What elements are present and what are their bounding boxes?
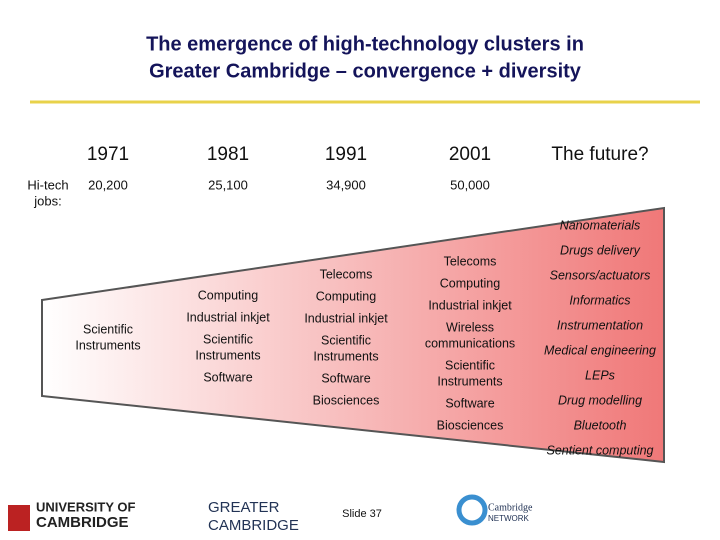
jobs-count: 34,900 [326, 177, 366, 192]
wedge [41, 206, 665, 464]
logo-text: GREATER [208, 499, 280, 516]
crest [8, 505, 30, 531]
period: The future? [551, 144, 648, 165]
period: 1991 [325, 144, 367, 165]
title-line: Greater Cambridge – convergence + divers… [149, 60, 582, 82]
jobs-label: jobs: [33, 193, 61, 208]
cluster: Scientific [445, 358, 495, 372]
cluster: Instruments [313, 349, 378, 363]
network-icon [456, 494, 488, 526]
logo-text: Cambridge [488, 502, 533, 513]
jobs-label: Hi-tech [27, 177, 68, 192]
cluster: LEPs [585, 368, 615, 382]
cluster: Medical engineering [544, 343, 656, 357]
cluster: Scientific [203, 332, 253, 346]
cluster: Instrumentation [557, 318, 643, 332]
cluster: Drugs delivery [560, 243, 641, 257]
period: 1981 [207, 144, 249, 165]
cluster: Computing [440, 276, 500, 290]
period: 1971 [87, 144, 129, 165]
cluster: Industrial inkjet [304, 311, 388, 325]
cluster: Telecoms [320, 267, 373, 281]
cluster: Software [445, 396, 494, 410]
jobs-count: 25,100 [208, 177, 248, 192]
cluster: Computing [198, 288, 258, 302]
cluster: Scientific [321, 333, 371, 347]
cluster: Nanomaterials [560, 218, 641, 232]
cluster: Biosciences [313, 393, 380, 407]
cluster: Wireless [446, 320, 494, 334]
logo-text: UNIVERSITY OF [36, 499, 136, 514]
cluster: Bluetooth [574, 418, 627, 432]
cluster: Informatics [569, 293, 630, 307]
cluster: Instruments [195, 348, 260, 362]
logo-text: CAMBRIDGE [208, 517, 299, 534]
cluster: Computing [316, 289, 376, 303]
slide-number: Slide 37 [342, 508, 382, 520]
cluster: communications [425, 336, 515, 350]
cluster: Telecoms [444, 254, 497, 268]
cluster: Scientific [83, 322, 133, 336]
logo-text: CAMBRIDGE [36, 514, 129, 531]
cluster: Industrial inkjet [428, 298, 512, 312]
title-line: The emergence of high-technology cluster… [146, 33, 584, 55]
cluster: Software [321, 371, 370, 385]
cluster: Instruments [75, 338, 140, 352]
jobs-count: 20,200 [88, 177, 128, 192]
period: 2001 [449, 144, 491, 165]
cluster: Drug modelling [558, 393, 642, 407]
cluster: Biosciences [437, 418, 504, 432]
cluster: Sensors/actuators [550, 268, 651, 282]
cluster: Industrial inkjet [186, 310, 270, 324]
logo-text: NETWORK [488, 514, 530, 523]
jobs-count: 50,000 [450, 177, 490, 192]
cluster: Software [203, 370, 252, 384]
cluster: Sentient computing [546, 443, 653, 457]
cluster: Instruments [437, 374, 502, 388]
